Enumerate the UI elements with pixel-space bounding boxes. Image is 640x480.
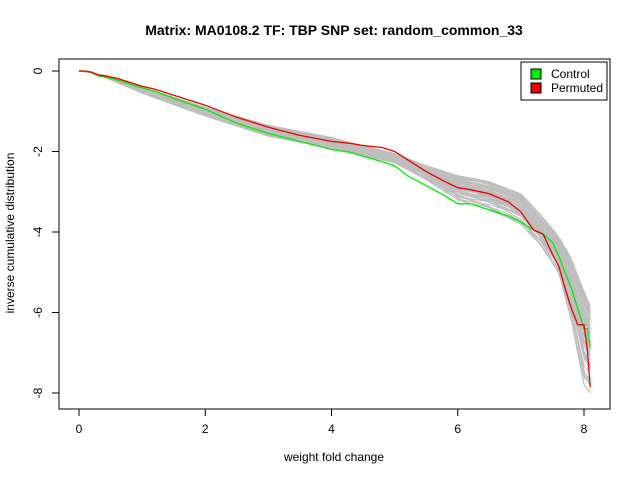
permutation-curve [78, 70, 591, 374]
series-layer [79, 70, 591, 388]
permutation-curve [78, 70, 591, 350]
y-axis: 0 -2 -4 -6 -8 [31, 67, 59, 398]
permutation-curve [78, 70, 591, 361]
permutation-band [78, 70, 591, 394]
y-tick-label: -4 [31, 226, 45, 237]
x-tick-label: 2 [202, 422, 209, 436]
legend-label-permuted: Permuted [551, 81, 603, 95]
y-tick-label: -6 [31, 307, 45, 318]
permutation-curve [78, 70, 591, 394]
permutation-curve [78, 70, 591, 345]
legend-swatch-control [530, 68, 542, 80]
permutation-curve [78, 70, 591, 310]
y-axis-label: inverse cumulative distribution [3, 153, 17, 314]
x-tick-label: 6 [454, 422, 461, 436]
x-axis: 0 2 4 6 8 [76, 409, 588, 436]
permutation-curve [78, 70, 591, 385]
x-axis-label: weight fold change [283, 450, 384, 464]
x-tick-label: 0 [76, 422, 83, 436]
permutation-curve [78, 70, 591, 383]
y-tick-label: -2 [31, 146, 45, 157]
chart-title: Matrix: MA0108.2 TF: TBP SNP set: random… [145, 22, 523, 38]
legend-swatch-permuted [530, 82, 542, 94]
legend-box [520, 61, 608, 101]
permutation-curve [78, 70, 591, 327]
series-line-control [79, 70, 591, 347]
permutation-curve [78, 70, 591, 308]
permutation-curve [78, 70, 591, 393]
permutation-curve [78, 70, 591, 383]
legend-label-control: Control [551, 67, 590, 81]
x-tick-label: 4 [328, 422, 335, 436]
series-line-permuted [79, 70, 591, 388]
permutation-curve [78, 70, 591, 385]
x-tick-label: 8 [581, 422, 588, 436]
plot-frame [58, 58, 611, 410]
permutation-curve [78, 70, 591, 387]
permutation-curve [78, 70, 591, 381]
permutation-curve [78, 70, 591, 358]
permutation-curve [78, 70, 591, 307]
permutation-curve [78, 70, 591, 334]
y-tick-label: 0 [31, 67, 45, 74]
y-tick-label: -8 [31, 387, 45, 398]
